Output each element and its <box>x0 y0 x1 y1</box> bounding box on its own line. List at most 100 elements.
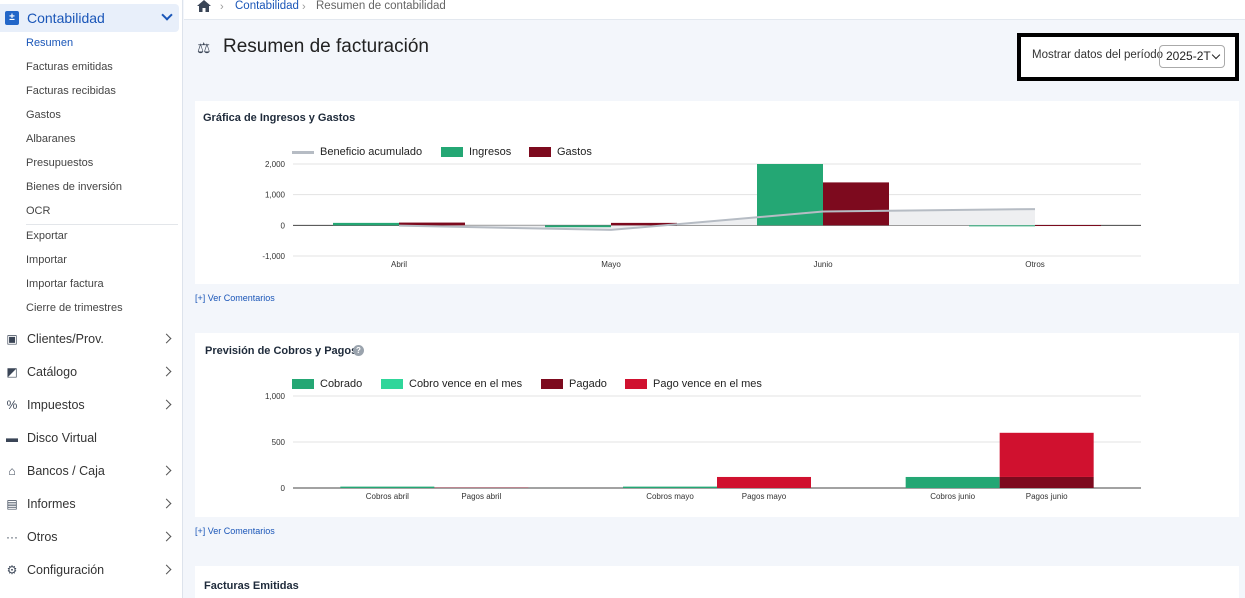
forecast-chart: 1,000 500 0 Cobros abril Pagos abril Cobros m… <box>265 392 1141 501</box>
x-tick-label: Abril <box>391 260 407 269</box>
chevron-down-icon <box>1211 50 1221 60</box>
y-tick-label: 0 <box>281 221 286 230</box>
beneficio-line <box>398 208 1036 231</box>
bar-pagado <box>999 476 1094 488</box>
x-tick-label: Cobros mayo <box>646 492 694 501</box>
y-tick-label: 1,000 <box>265 191 286 200</box>
breadcrumb-current: Resumen de contabilidad <box>316 0 446 12</box>
legend-swatch <box>625 379 647 389</box>
sidebar-item-cierre-trimestres[interactable]: Cierre de trimestres <box>26 302 123 314</box>
legend-beneficio[interactable]: Beneficio acumulado <box>292 146 422 158</box>
sidebar-item-albaranes[interactable]: Albaranes <box>26 133 76 145</box>
legend-swatch <box>529 147 551 157</box>
sidebar-item-facturas-recibidas[interactable]: Facturas recibidas <box>26 85 116 97</box>
bar-pago-vence-en-el-mes <box>717 476 811 488</box>
x-tick-label: Cobros junio <box>930 492 975 501</box>
breadcrumb-link-contabilidad[interactable]: Contabilidad <box>235 0 299 12</box>
sidebar-divider <box>26 224 178 225</box>
sidebar-section-bancos[interactable]: ⌂ Bancos / Caja <box>0 460 182 482</box>
home-icon[interactable] <box>197 0 211 12</box>
legend-label: Pagado <box>569 378 607 390</box>
issued-invoices-card: Facturas Emitidas <box>195 566 1239 598</box>
bar-gastos <box>823 182 889 226</box>
sidebar-section-configuracion[interactable]: ⚙ Configuración <box>0 559 182 581</box>
period-label: Mostrar datos del período <box>1032 49 1164 61</box>
catalog-icon: ◩ <box>6 365 18 379</box>
sidebar-item-importar-factura[interactable]: Importar factura <box>26 278 104 290</box>
sidebar-section-informes[interactable]: ▤ Informes <box>0 493 182 515</box>
legend-swatch <box>441 147 463 157</box>
legend-label: Pago vence en el mes <box>653 378 762 390</box>
income-expense-chart: 2,000 1,000 0 -1,000 Abril Mayo Junio Otros <box>262 160 1141 269</box>
legend-pago-vence[interactable]: Pago vence en el mes <box>625 378 762 390</box>
legend-pagado[interactable]: Pagado <box>541 378 607 390</box>
sidebar-section-label: Impuestos <box>27 398 85 412</box>
y-tick-label: 1,000 <box>265 392 286 401</box>
sidebar-section-otros[interactable]: ··· Otros <box>0 526 182 548</box>
x-tick-label: Pagos junio <box>1026 492 1068 501</box>
sidebar-item-facturas-emitidas[interactable]: Facturas emitidas <box>26 61 113 73</box>
sidebar-section-label: Informes <box>27 497 76 511</box>
bank-icon: ⌂ <box>8 464 16 478</box>
bar-cobrado <box>340 486 435 488</box>
x-tick-label: Pagos abril <box>461 492 501 501</box>
chevron-right-icon <box>161 333 172 344</box>
card-title: Gráfica de Ingresos y Gastos <box>203 112 356 124</box>
card-title: Previsión de Cobros y Pagos <box>205 345 358 357</box>
legend-cobrado[interactable]: Cobrado <box>292 378 362 390</box>
contact-card-icon: ▣ <box>6 332 18 346</box>
gear-icon: ⚙ <box>6 563 18 577</box>
chevron-down-icon <box>161 9 173 21</box>
chevron-right-icon <box>161 465 172 476</box>
sidebar-item-importar[interactable]: Importar <box>26 254 67 266</box>
sidebar-item-presupuestos[interactable]: Presupuestos <box>26 157 94 169</box>
card-title: Facturas Emitidas <box>204 580 299 592</box>
view-comments-link[interactable]: [+] Ver Comentarios <box>195 293 275 303</box>
sidebar-section-label: Disco Virtual <box>27 431 97 445</box>
breadcrumb-separator-icon: › <box>220 1 224 13</box>
breadcrumb-separator-icon: › <box>302 1 306 13</box>
y-tick-label: -1,000 <box>262 252 285 261</box>
sidebar-item-gastos[interactable]: Gastos <box>26 109 61 121</box>
legend-label: Gastos <box>557 146 592 158</box>
sidebar-section-impuestos[interactable]: % Impuestos <box>0 394 182 416</box>
x-tick-label: Cobros abril <box>366 492 409 501</box>
sidebar-section-catalogo[interactable]: ◩ Catálogo <box>0 361 182 383</box>
income-expense-card: Gráfica de Ingresos y Gastos Beneficio a… <box>195 101 1239 284</box>
y-tick-label: 500 <box>272 438 286 447</box>
legend-cobro-vence[interactable]: Cobro vence en el mes <box>381 378 522 390</box>
legend-swatch <box>292 379 314 389</box>
sidebar-item-ocr[interactable]: OCR <box>26 205 51 217</box>
bar-gastos <box>399 222 465 226</box>
accounting-icon: ± <box>5 11 19 25</box>
sidebar-item-bienes-inversion[interactable]: Bienes de inversión <box>26 181 123 193</box>
report-icon: ▤ <box>6 497 18 511</box>
tax-document-icon: % <box>6 398 18 412</box>
view-comments-link[interactable]: [+] Ver Comentarios <box>195 526 275 536</box>
sidebar-section-contabilidad[interactable]: ± Contabilidad <box>0 4 179 32</box>
sidebar-item-exportar[interactable]: Exportar <box>26 230 68 242</box>
chevron-right-icon <box>161 531 172 542</box>
y-tick-label: 2,000 <box>265 160 286 169</box>
chevron-right-icon <box>161 366 172 377</box>
legend-label: Ingresos <box>469 146 512 158</box>
chevron-right-icon <box>161 399 172 410</box>
y-tick-label: 0 <box>281 484 286 493</box>
legend-gastos[interactable]: Gastos <box>529 146 592 158</box>
sidebar-section-label: Otros <box>27 530 58 544</box>
x-tick-label: Mayo <box>601 260 621 269</box>
chevron-right-icon <box>161 564 172 575</box>
period-select[interactable]: 2025-2T <box>1159 45 1225 68</box>
legend-ingresos[interactable]: Ingresos <box>441 146 511 158</box>
bar-cobrado <box>905 476 1000 488</box>
sidebar-section-clientes[interactable]: ▣ Clientes/Prov. <box>0 328 182 350</box>
balance-scale-icon: ⚖ <box>197 40 211 57</box>
sidebar-item-resumen[interactable]: Resumen <box>26 37 74 49</box>
sidebar-section-label: Clientes/Prov. <box>27 332 104 346</box>
help-icon[interactable]: ? <box>353 345 364 356</box>
sidebar-section-disco-virtual[interactable]: ▬ Disco Virtual <box>0 427 182 449</box>
breadcrumb <box>184 0 1245 20</box>
legend-swatch <box>541 379 563 389</box>
x-tick-label: Junio <box>813 260 833 269</box>
bar-gastos <box>611 222 677 226</box>
